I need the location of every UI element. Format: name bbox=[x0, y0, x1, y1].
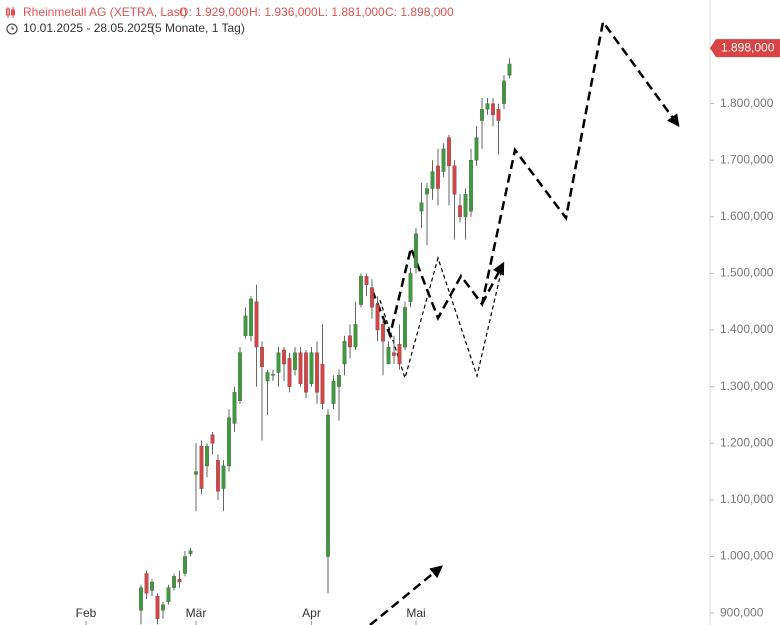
candle-body bbox=[293, 352, 297, 370]
candle-body bbox=[496, 109, 501, 121]
y-tick-label: 1.200,000 bbox=[720, 435, 774, 449]
x-tick-label: Feb bbox=[76, 606, 97, 620]
x-tick-label: Apr bbox=[302, 606, 321, 620]
subtitle: 10.01.2025 - 28.05.2025 bbox=[23, 21, 154, 35]
chart-title: Rheinmetall AG (XETRA, Last) bbox=[23, 5, 187, 19]
candle-body bbox=[469, 160, 473, 212]
candle-body bbox=[480, 109, 484, 121]
candle-body bbox=[375, 304, 380, 331]
candle-body bbox=[139, 587, 143, 611]
candle-body bbox=[364, 276, 369, 285]
candle-body bbox=[447, 137, 451, 167]
candle-body bbox=[507, 63, 512, 76]
ohlc-label: H: 1.936,000 bbox=[249, 5, 318, 19]
candle-body bbox=[177, 578, 182, 583]
candle-body bbox=[188, 550, 193, 554]
candle-body bbox=[161, 604, 165, 611]
candle-body bbox=[172, 576, 176, 588]
candle-body bbox=[441, 148, 446, 172]
candle-body bbox=[359, 276, 363, 305]
candle-body bbox=[243, 315, 248, 336]
candle-body bbox=[331, 380, 336, 404]
candle-body bbox=[221, 465, 226, 489]
candle-body bbox=[238, 352, 242, 401]
ohlc-label: L: 1.881,000 bbox=[318, 5, 385, 19]
y-tick-label: 1.800,000 bbox=[720, 96, 774, 110]
candle-body bbox=[430, 171, 435, 189]
candle-body bbox=[326, 414, 330, 557]
candle-body bbox=[436, 165, 440, 189]
candle-body bbox=[403, 307, 407, 348]
candle-body bbox=[276, 352, 281, 373]
period: (5 Monate, 1 Tag) bbox=[151, 21, 245, 35]
candle-body bbox=[287, 358, 292, 387]
candle-body bbox=[298, 352, 303, 384]
y-tick-label: 1.400,000 bbox=[720, 322, 774, 336]
candle-body bbox=[155, 595, 160, 619]
candle-body bbox=[320, 363, 325, 404]
candle-body bbox=[474, 137, 479, 161]
y-tick-label: 1.100,000 bbox=[720, 492, 774, 506]
x-tick-label: Mär bbox=[186, 606, 207, 620]
candle-body bbox=[232, 392, 237, 424]
candle-body bbox=[194, 471, 198, 475]
last-price-badge bbox=[710, 39, 780, 58]
candle-body bbox=[463, 194, 468, 217]
candle-body bbox=[304, 352, 308, 393]
candle-body bbox=[397, 344, 402, 365]
candle-body bbox=[458, 205, 462, 217]
candle-body bbox=[425, 188, 429, 195]
candle-body bbox=[216, 460, 220, 492]
x-tick-label: Mai bbox=[406, 606, 425, 620]
y-tick-label: 1.500,000 bbox=[720, 266, 774, 280]
candle-body bbox=[491, 103, 495, 116]
candle-body bbox=[419, 202, 424, 212]
candle-body bbox=[337, 375, 341, 387]
candle-body bbox=[408, 273, 413, 302]
annotation-arrows bbox=[369, 18, 680, 625]
y-tick-label: 1.300,000 bbox=[720, 379, 774, 393]
candle-body bbox=[502, 80, 506, 104]
candle-body bbox=[414, 233, 418, 268]
y-tick-label: 1.700,000 bbox=[720, 152, 774, 166]
candle-body bbox=[282, 349, 286, 365]
last-price-label: 1.898,000 bbox=[721, 40, 775, 54]
candle-body bbox=[353, 324, 358, 348]
candle-body bbox=[227, 417, 231, 467]
candle-body bbox=[342, 341, 347, 365]
candle-body bbox=[315, 352, 319, 393]
y-tick-label: 1.000,000 bbox=[720, 549, 774, 563]
candle-body bbox=[260, 346, 264, 367]
candle-body bbox=[452, 165, 457, 195]
candle-body bbox=[485, 103, 490, 110]
candle-body bbox=[199, 445, 204, 489]
candle-body bbox=[386, 346, 391, 365]
ohlc-label: O: 1.929,000 bbox=[179, 5, 249, 19]
y-tick-label: 1.600,000 bbox=[720, 209, 774, 223]
candle-body bbox=[254, 301, 259, 348]
candle-body bbox=[249, 298, 253, 336]
candle-body bbox=[183, 556, 187, 574]
candle-body bbox=[348, 335, 352, 348]
ohlc-label: C: 1.898,000 bbox=[385, 5, 454, 19]
candle-body bbox=[210, 434, 215, 444]
legend-icon bbox=[6, 7, 15, 18]
candle-body bbox=[309, 352, 314, 384]
candle-body bbox=[271, 374, 275, 376]
candle-body bbox=[205, 445, 209, 467]
candle-body bbox=[381, 324, 385, 342]
candle-body bbox=[144, 573, 149, 594]
candle-body bbox=[150, 581, 154, 591]
candle-body bbox=[392, 352, 396, 356]
y-tick-label: 900,000 bbox=[720, 605, 764, 619]
candle-body bbox=[265, 372, 270, 382]
candle-body bbox=[166, 587, 171, 602]
clock-icon bbox=[6, 23, 18, 35]
candle-body bbox=[370, 287, 374, 308]
